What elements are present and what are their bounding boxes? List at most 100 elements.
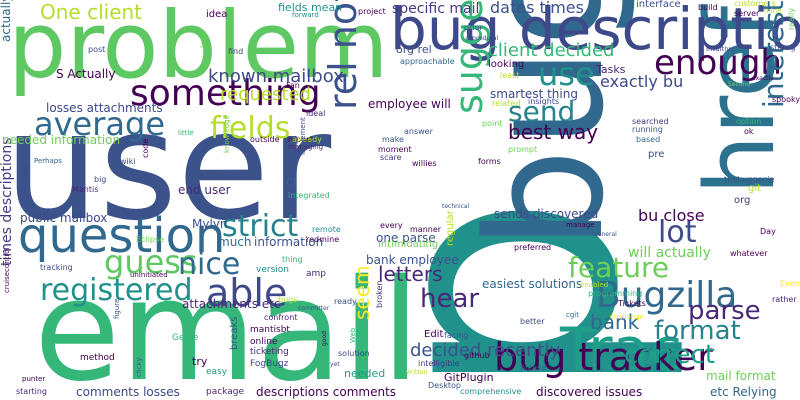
- word-sends-discovered: sends discovered: [494, 207, 599, 221]
- word-bug-description: bug description: [390, 0, 800, 63]
- word-comprehensive: comprehensive: [460, 387, 522, 396]
- word-ideal: ideal: [306, 109, 326, 118]
- word-nice: nice: [178, 247, 241, 282]
- word-known-mailbox: known mailbox: [208, 66, 344, 87]
- word-wiki: wiki: [120, 157, 136, 166]
- word-little: little: [178, 129, 194, 137]
- word-comments-losses: comments losses: [76, 385, 180, 399]
- word-package: package: [206, 387, 244, 397]
- word-intuitive: intuitive: [706, 45, 735, 53]
- word-mantisbt: mantisbt: [250, 325, 290, 335]
- word-starting: starting: [16, 387, 48, 396]
- word-will-actually: will actually: [628, 245, 711, 261]
- word-lot: lot: [658, 215, 697, 250]
- word-problem: problem: [8, 0, 389, 99]
- word-seem: seem: [350, 265, 374, 320]
- word-enough: enough: [654, 43, 782, 83]
- word-org-rel: org rel: [396, 43, 432, 56]
- word-tasks: Tasks: [596, 63, 626, 76]
- word-online: online: [250, 337, 278, 347]
- word-fields-mean: fields mean: [278, 1, 343, 14]
- word-client-decided: client decided: [488, 40, 615, 61]
- word-much: much: [218, 235, 252, 249]
- word-parse: parse: [688, 296, 761, 326]
- word-web: Web: [349, 327, 357, 343]
- word-dates-times: dates times: [490, 0, 584, 17]
- word-public-mailbox: public mailbox: [20, 211, 108, 225]
- word-forms: forms: [478, 157, 501, 166]
- word-even: Even: [780, 279, 800, 288]
- word-preferred: preferred: [514, 243, 552, 252]
- word-trac: Trac: [560, 315, 683, 385]
- word-use: use: [538, 55, 595, 93]
- word-forward: forward: [292, 11, 319, 19]
- word-pre: pre: [648, 149, 665, 160]
- word-rel-nofollow: rel nofollow: [321, 0, 365, 110]
- word-edit: Edit: [424, 329, 444, 340]
- word-option: option: [736, 117, 762, 126]
- word-remote: remote: [312, 225, 341, 234]
- word-mine: mine: [764, 7, 782, 15]
- word-api: API: [23, 165, 31, 177]
- word-solution: solution: [338, 349, 370, 358]
- word-s-actually: S Actually: [56, 67, 116, 81]
- word-intelligible: intelligible: [418, 359, 460, 368]
- word-good: good: [321, 331, 328, 346]
- word-losses-attachments: losses attachments: [46, 101, 163, 115]
- word-etc-relying: etc Relying: [710, 385, 777, 399]
- word-bu-close: bu close: [638, 206, 705, 225]
- word-breaks: breaks: [229, 316, 240, 350]
- word-genie: Genie: [172, 333, 199, 343]
- word-user: user: [4, 80, 332, 254]
- word-able: able: [206, 271, 288, 315]
- word-procedural: procedural: [466, 35, 499, 42]
- word-decided-recently: decided recently: [410, 340, 561, 361]
- word-average: average: [34, 105, 165, 143]
- word-willies: willies: [412, 159, 437, 168]
- word-broken: broken: [375, 280, 384, 308]
- word-post: post: [88, 45, 106, 54]
- word-intimidating: intimidating: [378, 239, 439, 250]
- word-build: build: [698, 3, 718, 12]
- word-best-way: best way: [508, 120, 599, 144]
- word-least: least: [500, 71, 520, 80]
- word-tracking: tracking: [40, 263, 73, 272]
- word-specific-mail: specific mail: [392, 1, 480, 17]
- word-idea: idea: [206, 9, 228, 20]
- word-code: code: [141, 138, 150, 158]
- word-project: project: [358, 7, 386, 16]
- word-org: org: [734, 195, 751, 206]
- word-exactly: exactly: [752, 75, 774, 82]
- word-spooky: spooky: [772, 95, 800, 104]
- word-already: already: [292, 135, 322, 144]
- word-ci: CI: [286, 177, 296, 188]
- word-mail-format: mail format: [706, 369, 776, 383]
- word-integrated: integrated: [288, 191, 330, 200]
- word-attachments-etc: attachments etc: [182, 297, 281, 311]
- word-insights: insights: [528, 97, 560, 106]
- word-fields: fields: [210, 111, 291, 146]
- word-searched: searched: [632, 117, 669, 126]
- word-running: running: [632, 125, 663, 134]
- word-big: big: [94, 175, 107, 184]
- word-implement: implement: [299, 117, 307, 155]
- word-answer: answer: [404, 127, 433, 136]
- word-mantis: Mantis: [72, 185, 99, 194]
- word-correct: correct: [624, 340, 716, 370]
- word-easy: easy: [206, 367, 228, 377]
- word-ready: ready: [334, 297, 357, 306]
- word-looking: looking: [488, 59, 525, 70]
- word-better: better: [520, 317, 545, 326]
- word-send: send: [508, 95, 576, 128]
- word-email: email: [34, 250, 421, 400]
- word-redmine: redmine: [306, 235, 340, 244]
- word-method: method: [80, 353, 115, 363]
- word-written: written: [406, 369, 428, 376]
- word-facing: facing: [444, 331, 469, 340]
- word-enabled: enabled: [580, 281, 609, 289]
- word-manner: manner: [410, 225, 442, 234]
- word-uninitiated: uninitiated: [130, 271, 168, 279]
- word-question: question: [18, 208, 226, 264]
- word-letters: letters: [378, 262, 443, 286]
